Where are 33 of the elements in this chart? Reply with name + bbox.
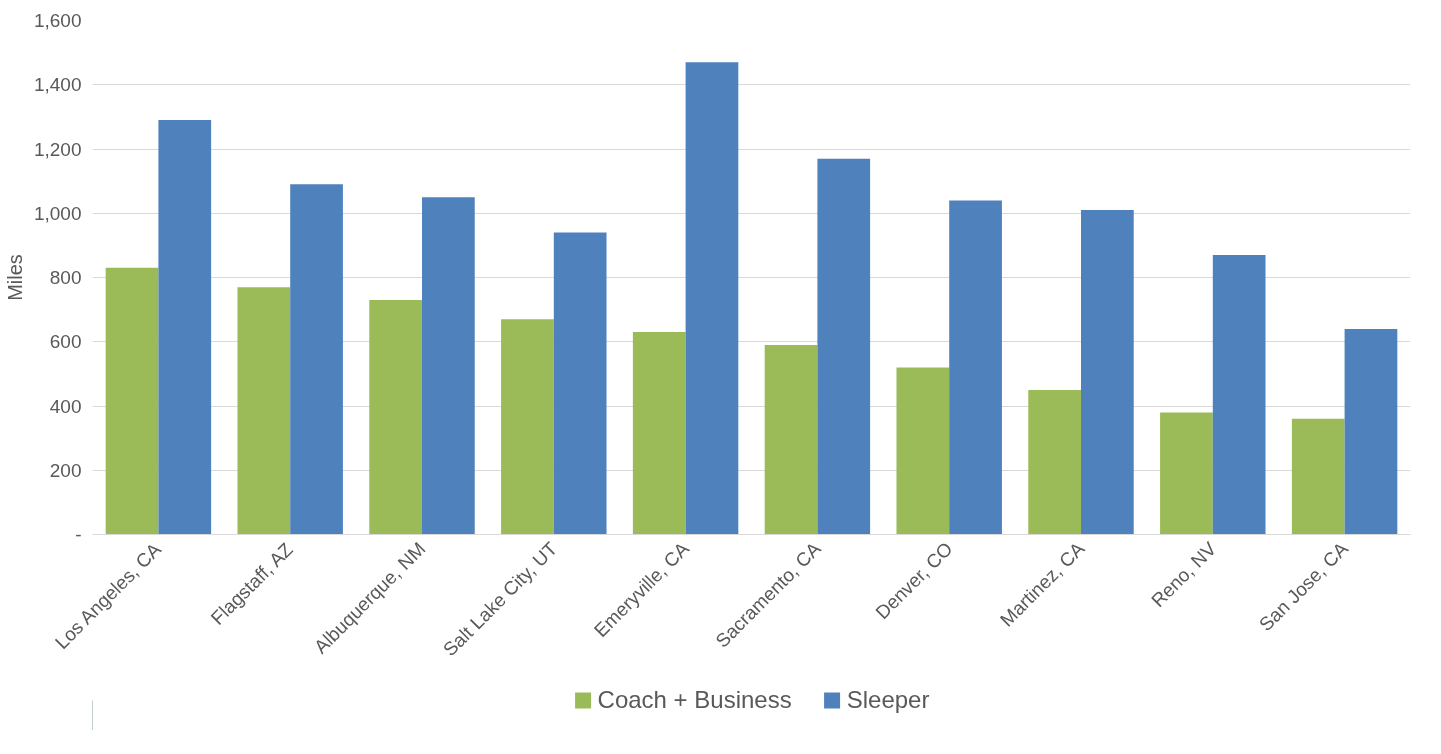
bar — [1028, 389, 1081, 535]
bar — [1160, 412, 1213, 535]
y-tick-label: 600 — [49, 331, 82, 353]
bar — [501, 319, 554, 535]
y-tick-label: 400 — [49, 395, 82, 417]
bar — [949, 200, 1002, 535]
bar — [369, 299, 422, 535]
bar — [817, 158, 871, 535]
y-tick-label: 1,600 — [33, 10, 82, 31]
bar — [1081, 210, 1134, 535]
bar — [632, 332, 686, 535]
y-tick-label: - — [75, 524, 82, 545]
bar — [685, 62, 739, 535]
y-tick-label: 200 — [49, 459, 82, 481]
y-tick-label: 1,400 — [33, 74, 82, 96]
bar — [764, 344, 818, 535]
legend-label: Coach + Business — [597, 686, 792, 714]
bar — [1344, 328, 1398, 535]
bar — [1291, 418, 1345, 535]
y-tick-label: 800 — [49, 267, 82, 288]
bar — [896, 367, 950, 535]
bar — [1212, 255, 1266, 535]
y-tick-label: 1,200 — [33, 138, 82, 160]
bar — [158, 120, 212, 535]
y-axis-title: Miles — [3, 254, 26, 301]
x-tick-label: San Jose, CA — [1255, 537, 1353, 636]
bar — [105, 267, 159, 535]
bar — [422, 197, 475, 535]
legend-label: Sleeper — [846, 686, 930, 714]
bar — [553, 232, 607, 535]
y-tick-label: 1,000 — [33, 202, 82, 224]
bar — [237, 287, 291, 535]
bar — [290, 184, 343, 535]
